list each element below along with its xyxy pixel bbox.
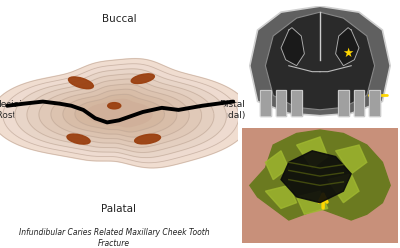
Polygon shape xyxy=(297,191,328,214)
Polygon shape xyxy=(336,28,359,66)
Ellipse shape xyxy=(135,134,160,144)
Polygon shape xyxy=(250,6,390,116)
Bar xyxy=(369,90,380,116)
Ellipse shape xyxy=(108,103,121,109)
Polygon shape xyxy=(15,69,226,158)
Text: Palatal: Palatal xyxy=(102,204,136,214)
Polygon shape xyxy=(87,99,152,127)
Polygon shape xyxy=(250,130,390,220)
Bar xyxy=(338,90,349,116)
Polygon shape xyxy=(297,137,328,168)
Polygon shape xyxy=(266,151,289,180)
Polygon shape xyxy=(27,74,214,153)
Polygon shape xyxy=(266,12,375,110)
Ellipse shape xyxy=(68,77,93,89)
Polygon shape xyxy=(328,174,359,203)
Text: Infundibular Caries Related Maxillary Cheek Tooth
Fracture: Infundibular Caries Related Maxillary Ch… xyxy=(19,228,209,248)
Polygon shape xyxy=(75,94,164,132)
Polygon shape xyxy=(336,145,367,174)
Bar xyxy=(276,90,286,116)
Polygon shape xyxy=(281,151,351,203)
Ellipse shape xyxy=(67,134,90,144)
Polygon shape xyxy=(281,28,304,66)
Bar xyxy=(354,90,364,116)
Bar xyxy=(260,90,271,116)
Polygon shape xyxy=(3,64,239,163)
Text: Distal
(Caudal): Distal (Caudal) xyxy=(207,100,245,120)
Text: ★: ★ xyxy=(342,47,354,60)
Text: Mesial
(Rostral): Mesial (Rostral) xyxy=(0,100,31,120)
Polygon shape xyxy=(242,128,398,243)
Polygon shape xyxy=(266,185,297,208)
Ellipse shape xyxy=(131,74,154,84)
Text: Buccal: Buccal xyxy=(102,14,136,24)
Polygon shape xyxy=(0,59,251,168)
Bar xyxy=(291,90,302,116)
Polygon shape xyxy=(63,89,177,137)
Polygon shape xyxy=(39,79,202,147)
Polygon shape xyxy=(51,84,189,142)
